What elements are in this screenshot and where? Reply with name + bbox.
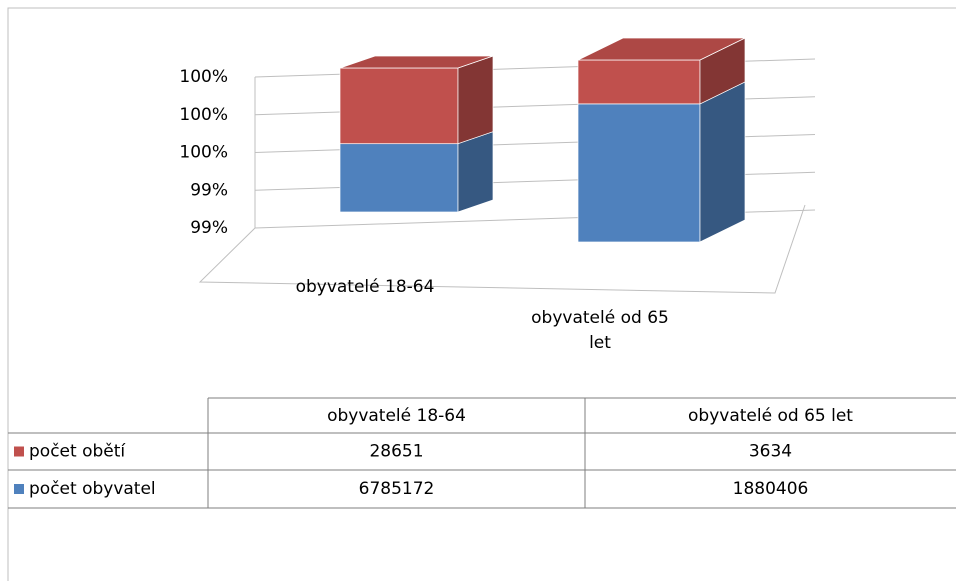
legend-label: počet obětí: [29, 442, 126, 462]
bar-segment: [577, 59, 701, 105]
floor-edge: [198, 204, 806, 294]
y-tick-label: 100%: [179, 143, 228, 163]
y-tick-label: 99%: [190, 218, 228, 238]
table-cell: 6785172: [359, 479, 435, 499]
bar-segment: [577, 103, 701, 243]
table-header: obyvatelé od 65 let: [688, 406, 853, 426]
y-tick-label: 99%: [190, 180, 228, 200]
y-tick-label: 100%: [179, 105, 228, 125]
table-cell: 1880406: [733, 479, 809, 499]
x-tick-label: obyvatelé od 65 let: [531, 308, 669, 353]
legend-label: počet obyvatel: [29, 479, 156, 499]
x-tick-label: obyvatelé 18-64: [295, 277, 435, 297]
table-cell: 3634: [749, 442, 792, 462]
bar-side: [699, 81, 746, 243]
bar-segment: [339, 143, 459, 213]
legend-key: [14, 484, 24, 494]
floor: [198, 204, 806, 294]
table-cell: 28651: [369, 442, 423, 462]
bar-top: [339, 55, 494, 69]
table-header: obyvatelé 18-64: [327, 406, 466, 426]
bar-side: [457, 55, 494, 145]
chart-frame: [7, 7, 956, 581]
y-tick-label: 100%: [179, 67, 228, 87]
legend-key: [14, 446, 24, 457]
bar-segment: [339, 67, 459, 145]
bar-side: [457, 131, 494, 213]
bar-top: [577, 37, 746, 61]
